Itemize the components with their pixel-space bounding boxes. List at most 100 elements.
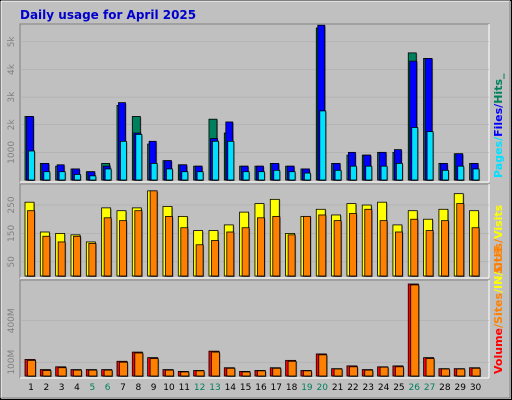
pages-bar	[120, 140, 127, 181]
out-bar	[165, 369, 174, 377]
sites-bar	[211, 240, 219, 277]
day-label: 19	[301, 383, 313, 393]
panel-bottom-tick-label: 100M	[7, 350, 17, 375]
legend-entry: Hits	[492, 79, 505, 104]
day-label: 4	[74, 383, 80, 393]
day-label: 2	[43, 383, 49, 393]
out-bar	[88, 369, 98, 377]
chart-title: Daily usage for April 2025	[20, 8, 196, 22]
day-labels: 1 2 3 4 5 6 7 8 9 10 11 12 13 14 15 16 17 18 19 20 21 22 23 24 2…	[28, 383, 481, 393]
pages-bar	[457, 165, 465, 181]
out-bar	[211, 351, 220, 377]
legend-entry: /	[492, 323, 505, 328]
panel-bottom-legend: Volume/Sites/IN/OUT	[492, 245, 505, 374]
panel-middle-tick-label: 150	[7, 225, 17, 242]
legend-entry: /	[492, 136, 505, 141]
panel-top-tick-label: 2k	[7, 118, 17, 130]
day-label: 7	[120, 383, 126, 393]
day-label: 20	[317, 383, 329, 393]
legend-entry: Pages	[492, 140, 505, 178]
pages-bar	[212, 140, 219, 181]
pages-bar	[89, 175, 97, 181]
day-label: 6	[105, 383, 111, 393]
out-bar	[456, 368, 466, 377]
panel-middle: 50 150 250 Sites/Visits	[7, 183, 505, 279]
out-bar	[287, 360, 297, 377]
day-label: 10	[163, 383, 175, 393]
day-label: 12	[194, 383, 205, 393]
out-bar	[149, 358, 159, 377]
day-label: 18	[286, 383, 298, 393]
day-label: 14	[225, 383, 237, 393]
out-bar	[379, 366, 389, 377]
pages-bar	[472, 168, 480, 181]
legend-entry: /	[492, 238, 505, 243]
pages-bar	[380, 165, 388, 181]
panel-top-legend: Pages/Files/Hits_	[492, 73, 505, 178]
sites-bar	[287, 234, 296, 277]
sites-bar	[42, 235, 51, 277]
pages-bar	[227, 140, 235, 181]
pages-bar	[442, 169, 449, 181]
legend-entry: IN	[492, 276, 505, 289]
pages-bar	[150, 163, 158, 181]
legend-entry: Sites	[492, 243, 505, 274]
day-label: 5	[89, 383, 95, 393]
out-bar	[395, 366, 404, 377]
out-bar	[318, 354, 328, 377]
out-bar	[226, 367, 236, 377]
pages-bar	[74, 174, 81, 181]
out-bar	[364, 369, 374, 377]
sites-bar	[364, 208, 373, 277]
out-bar	[103, 369, 113, 377]
day-label: 27	[424, 383, 435, 393]
out-bar	[27, 359, 36, 377]
out-bar	[349, 366, 358, 377]
legend-entry: _	[492, 73, 505, 79]
panel-top-tick-label: 3k	[7, 91, 17, 103]
panel-top-tick-label: 4k	[7, 63, 17, 75]
sites-bar	[226, 231, 235, 277]
legend-entry: Volume	[492, 328, 505, 374]
sites-bar	[73, 235, 81, 277]
pages-bar	[181, 171, 189, 181]
panel-middle-tick-label: 250	[7, 196, 17, 213]
legend-entry: Files	[492, 107, 505, 137]
day-label: 9	[151, 383, 157, 393]
out-bar	[195, 370, 205, 377]
pages-bar	[365, 165, 373, 181]
sites-bar	[88, 242, 97, 277]
sites-bar	[241, 227, 250, 277]
day-label: 17	[271, 383, 282, 393]
sites-bar	[257, 217, 265, 277]
pages-bar	[258, 171, 265, 181]
pages-bar	[104, 168, 112, 181]
sites-bar	[149, 190, 158, 277]
panel-middle-legend: Sites/Visits	[492, 204, 505, 274]
panel-middle-tick-label: 50	[7, 256, 17, 268]
pages-bar	[273, 169, 281, 181]
out-bar	[73, 369, 82, 377]
out-bar	[119, 361, 128, 377]
out-bar	[134, 352, 144, 377]
sites-bar	[349, 213, 357, 277]
out-bar	[425, 358, 435, 377]
day-label: 22	[347, 383, 358, 393]
pages-bar	[334, 169, 342, 181]
day-label: 23	[363, 383, 374, 393]
legend-entry: /	[492, 103, 505, 108]
day-label: 15	[240, 383, 251, 393]
legend-entry: OUT	[492, 245, 505, 271]
sites-bar	[410, 218, 419, 277]
out-bar	[410, 284, 420, 377]
sites-bar	[119, 220, 127, 277]
panel-top-tick-label: 5k	[7, 36, 17, 48]
sites-bar	[318, 214, 327, 277]
pages-bar	[43, 171, 51, 181]
out-bar	[272, 367, 282, 377]
day-label: 1	[28, 383, 34, 393]
sites-bar	[379, 220, 388, 277]
day-label: 16	[255, 383, 267, 393]
pages-bar	[28, 150, 35, 181]
